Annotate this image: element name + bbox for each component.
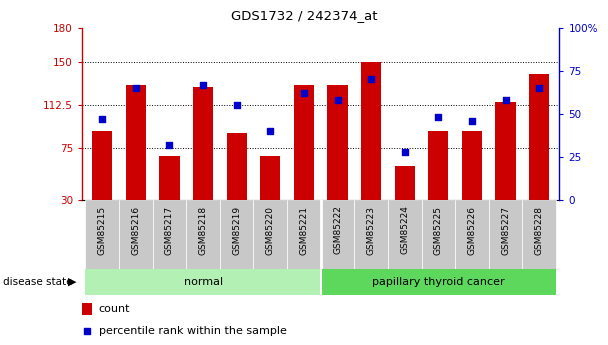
Bar <box>126 85 146 200</box>
Text: GDS1732 / 242374_at: GDS1732 / 242374_at <box>231 9 377 22</box>
Text: GSM85218: GSM85218 <box>199 206 207 255</box>
Bar <box>321 200 354 269</box>
Bar <box>294 85 314 200</box>
Bar <box>254 200 287 269</box>
Text: GSM85228: GSM85228 <box>534 206 544 255</box>
Bar <box>421 200 455 269</box>
Text: GSM85215: GSM85215 <box>98 206 107 255</box>
Text: GSM85217: GSM85217 <box>165 206 174 255</box>
Bar <box>328 85 348 200</box>
Text: percentile rank within the sample: percentile rank within the sample <box>98 326 286 336</box>
Bar <box>529 73 549 200</box>
Point <box>198 82 208 87</box>
Text: papillary thyroid cancer: papillary thyroid cancer <box>372 277 505 287</box>
Bar <box>260 156 280 200</box>
Bar <box>354 200 388 269</box>
Bar <box>227 134 247 200</box>
Bar <box>489 200 522 269</box>
Bar <box>462 131 482 200</box>
Text: count: count <box>98 304 130 314</box>
Point <box>266 128 275 134</box>
Text: GSM85224: GSM85224 <box>400 206 409 255</box>
Bar <box>186 200 220 269</box>
Bar <box>395 166 415 200</box>
Text: GSM85221: GSM85221 <box>299 206 308 255</box>
Bar <box>220 200 254 269</box>
Bar <box>92 131 112 200</box>
Text: GSM85223: GSM85223 <box>367 206 376 255</box>
Bar <box>522 200 556 269</box>
Text: normal: normal <box>184 277 223 287</box>
Bar <box>496 102 516 200</box>
Point <box>467 118 477 124</box>
Bar <box>321 269 556 295</box>
Point <box>82 328 92 334</box>
Point <box>97 116 107 122</box>
Text: GSM85227: GSM85227 <box>501 206 510 255</box>
Bar <box>153 200 186 269</box>
Bar <box>193 87 213 200</box>
Text: GSM85219: GSM85219 <box>232 206 241 255</box>
Point <box>366 77 376 82</box>
Point <box>299 90 309 96</box>
Bar <box>82 303 92 315</box>
Bar <box>361 62 381 200</box>
Point <box>400 149 410 155</box>
Point <box>501 97 511 103</box>
Bar <box>86 269 321 295</box>
Bar <box>388 200 421 269</box>
Text: disease state: disease state <box>3 277 72 287</box>
Text: GSM85220: GSM85220 <box>266 206 275 255</box>
Bar <box>428 131 449 200</box>
Text: GSM85222: GSM85222 <box>333 206 342 255</box>
Text: ▶: ▶ <box>67 277 76 287</box>
Text: GSM85216: GSM85216 <box>131 206 140 255</box>
Bar <box>287 200 321 269</box>
Bar <box>455 200 489 269</box>
Bar <box>159 156 179 200</box>
Bar <box>86 200 119 269</box>
Text: GSM85226: GSM85226 <box>468 206 477 255</box>
Text: GSM85225: GSM85225 <box>434 206 443 255</box>
Point <box>165 142 174 148</box>
Point <box>434 115 443 120</box>
Point <box>131 85 140 91</box>
Point <box>232 102 241 108</box>
Point <box>333 97 342 103</box>
Bar <box>119 200 153 269</box>
Point <box>534 85 544 91</box>
